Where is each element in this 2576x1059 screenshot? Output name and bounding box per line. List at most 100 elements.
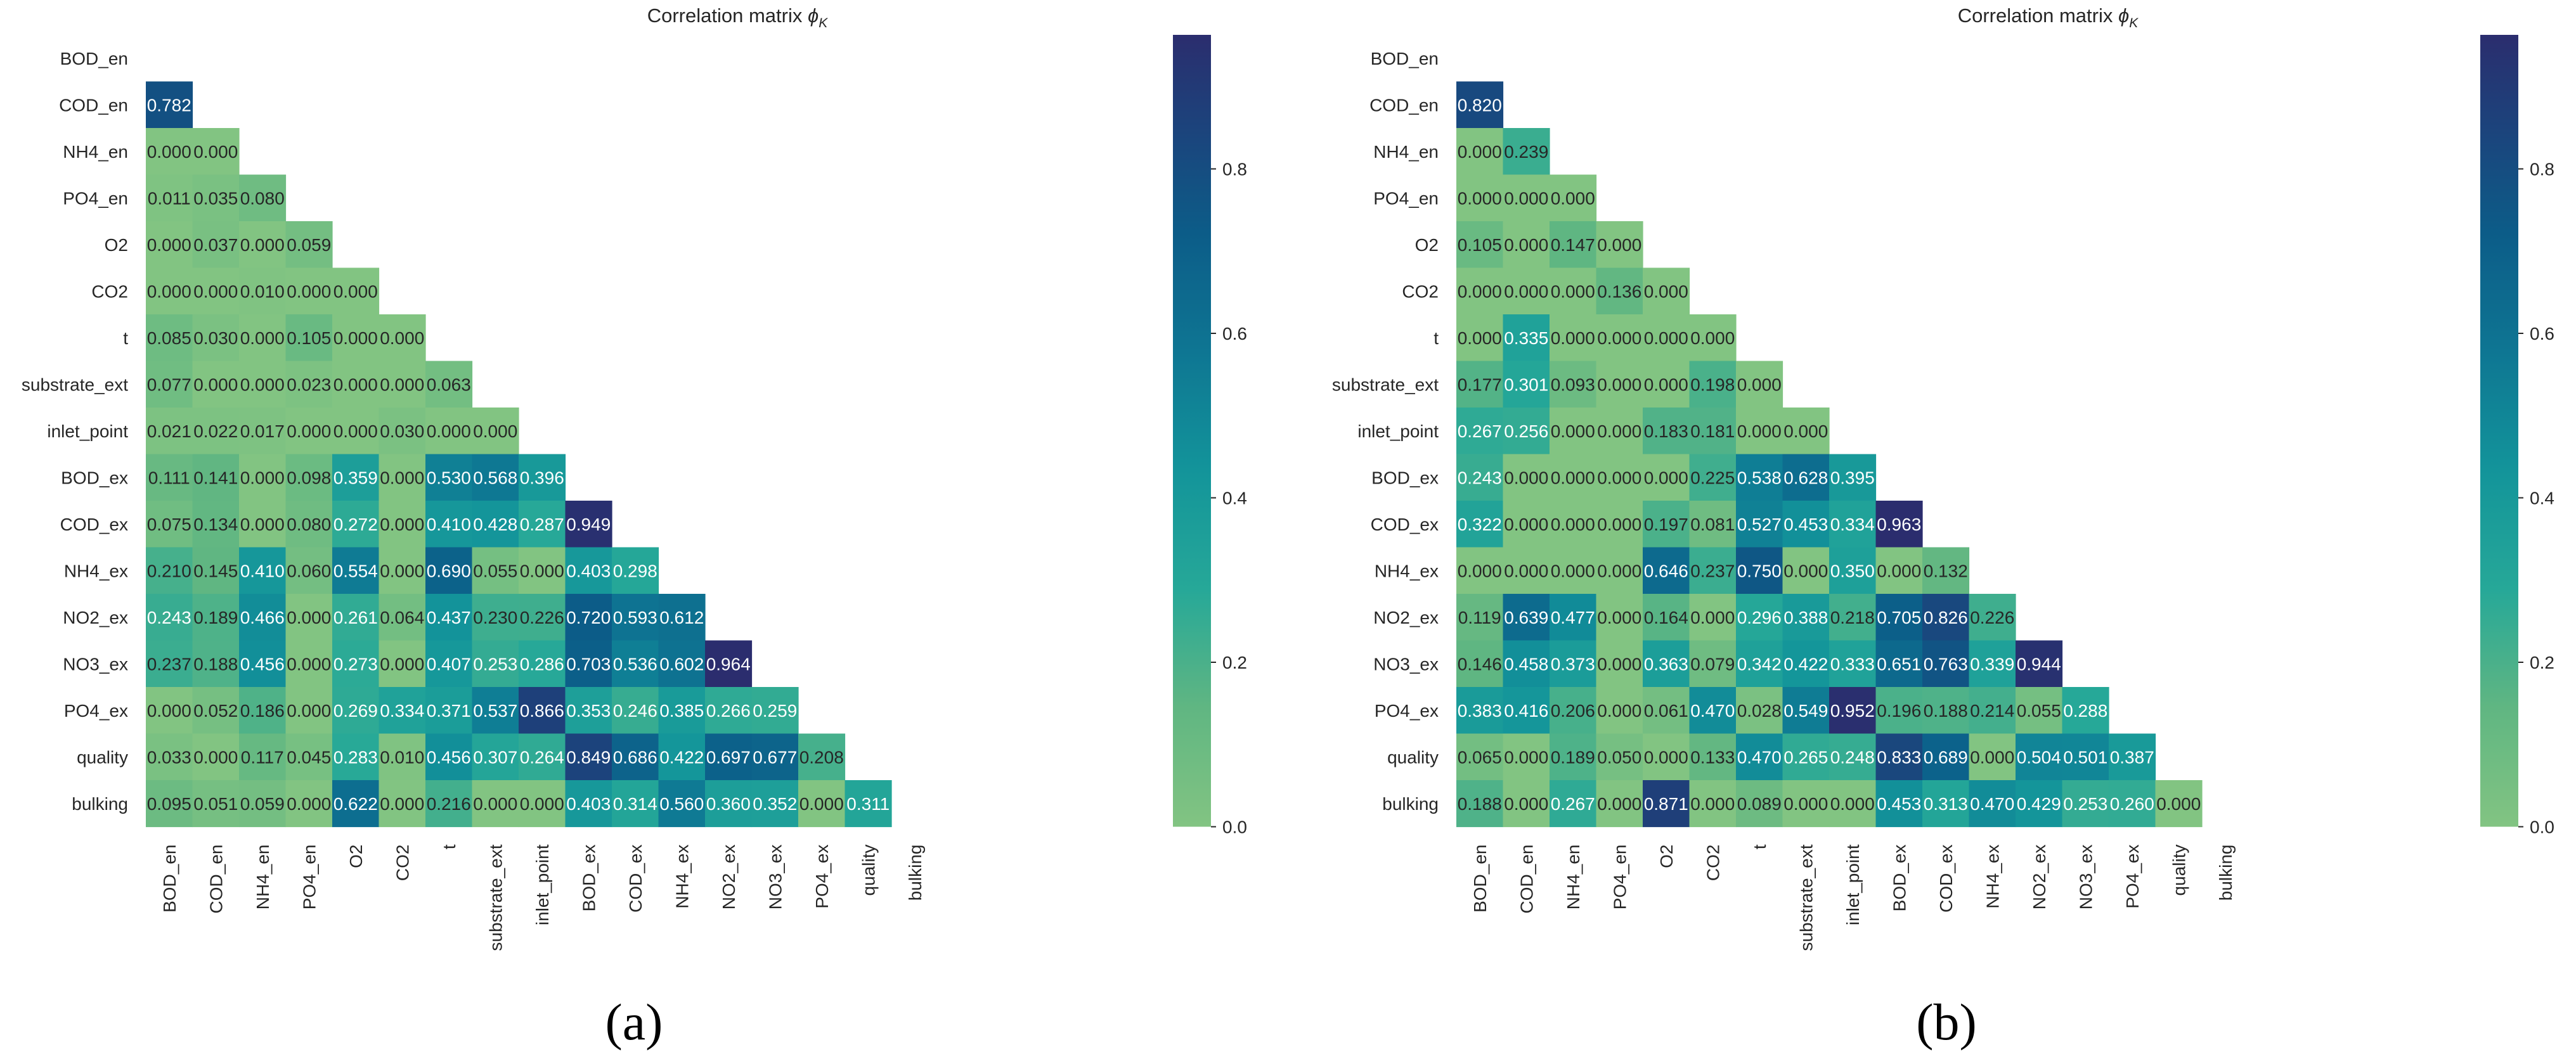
colorbar-tick-label: 0.8: [2530, 159, 2554, 179]
heatmap-cell: [1596, 780, 1643, 828]
cell-value-label: 0.388: [1783, 608, 1828, 627]
heatmap-cell: [1643, 267, 1690, 315]
cell-value-label: 0.061: [1644, 701, 1688, 721]
cell-value-label: 0.000: [2156, 794, 2201, 814]
cell-value-label: 0.105: [1458, 235, 1502, 255]
heatmap-cell: [658, 594, 706, 641]
cell-value-label: 0.010: [240, 281, 285, 301]
heatmap-cell: [1596, 454, 1643, 501]
cell-value-label: 0.000: [1504, 235, 1548, 255]
heatmap-cell: [146, 780, 193, 828]
heatmap-cell: [1456, 314, 1504, 362]
y-tick-label: O2: [105, 235, 128, 255]
cell-value-label: 0.373: [1551, 654, 1595, 674]
cell-value-label: 0.052: [193, 701, 238, 721]
heatmap-cell: [1829, 687, 1877, 735]
heatmap-cell: [1689, 547, 1737, 594]
cell-value-label: 0.000: [1690, 328, 1735, 348]
cell-value-label: 0.703: [566, 654, 611, 674]
heatmap-cell: [332, 687, 380, 735]
heatmap-cell: [332, 408, 380, 455]
cell-value-label: 0.000: [1597, 468, 1641, 487]
y-tick-label: PO4_en: [63, 188, 128, 208]
heatmap-cell: [1782, 780, 1830, 828]
cell-value-label: 0.000: [147, 142, 191, 162]
cell-value-label: 0.134: [193, 515, 238, 534]
cell-value-label: 0.000: [380, 794, 424, 814]
heatmap-cell: [192, 174, 240, 222]
cell-value-label: 0.000: [1504, 281, 1548, 301]
heatmap-cell: [1596, 361, 1643, 408]
heatmap-cell: [1596, 267, 1643, 315]
cell-value-label: 0.560: [659, 794, 704, 814]
heatmap-cell: [1922, 547, 1970, 594]
heatmap-cell: [146, 408, 193, 455]
heatmap-cell: [565, 547, 612, 594]
y-tick-label: NH4_en: [1373, 142, 1439, 162]
heatmap-cell: [519, 547, 566, 594]
cell-value-label: 0.622: [333, 794, 378, 814]
heatmap-cell: [1503, 687, 1550, 735]
cell-value-label: 0.198: [1690, 375, 1735, 394]
heatmap-cell: [1736, 408, 1783, 455]
y-tick-label: BOD_en: [60, 49, 128, 68]
x-tick-label: NO2_ex: [719, 845, 739, 910]
heatmap-cell: [1969, 640, 2016, 688]
colorbar-tick-label: 0.6: [1222, 324, 1247, 343]
heatmap-cell: [285, 780, 333, 828]
x-tick-label: substrate_ext: [486, 844, 505, 951]
heatmap-cell: [519, 594, 566, 641]
cell-value-label: 0.000: [1504, 188, 1548, 208]
heatmap-cell: [1782, 594, 1830, 641]
heatmap-cell: [379, 687, 426, 735]
heatmap-cell: [146, 314, 193, 362]
cell-value-label: 0.395: [1830, 468, 1875, 487]
heatmap-cell: [519, 780, 566, 828]
heatmap-cell: [425, 733, 473, 781]
y-tick-label: COD_ex: [1371, 515, 1439, 534]
cell-value-label: 0.000: [1458, 328, 1502, 348]
heatmap-cell: [565, 780, 612, 828]
cell-value-label: 0.000: [193, 142, 238, 162]
heatmap-cell: [1596, 733, 1643, 781]
heatmap-cell: [519, 501, 566, 548]
x-tick-label: COD_ex: [1936, 845, 1956, 913]
cell-value-label: 0.189: [1551, 747, 1595, 767]
cell-value-label: 0.248: [1830, 747, 1875, 767]
cell-value-label: 0.000: [147, 281, 191, 301]
cell-value-label: 0.470: [1737, 747, 1782, 767]
heatmap-cell: [146, 640, 193, 688]
colorbar-tick-label: 0.2: [1222, 653, 1247, 672]
heatmap-cell: [1969, 687, 2016, 735]
cell-value-label: 0.095: [147, 794, 191, 814]
heatmap-cell: [192, 733, 240, 781]
heatmap-cell: [1456, 174, 1504, 222]
cell-value-label: 0.272: [333, 515, 378, 534]
heatmap-cell: [1456, 687, 1504, 735]
cell-value-label: 0.188: [1924, 701, 1968, 721]
cell-value-label: 0.339: [1970, 654, 2014, 674]
heatmap-cell: [705, 733, 753, 781]
x-tick-label: PO4_ex: [2123, 845, 2142, 909]
cell-value-label: 0.537: [473, 701, 517, 721]
cell-value-label: 0.639: [1504, 608, 1548, 627]
cell-value-label: 0.422: [659, 747, 704, 767]
panel-label: (b): [1916, 993, 1977, 1051]
x-tick-label: quality: [858, 845, 878, 896]
heatmap-cell: [192, 640, 240, 688]
cell-value-label: 0.000: [1597, 515, 1641, 534]
heatmap-cell: [1456, 501, 1504, 548]
heatmap-cell: [472, 501, 519, 548]
cell-value-label: 0.453: [1783, 515, 1828, 534]
cell-value-label: 0.000: [1783, 421, 1828, 441]
cell-value-label: 0.050: [1597, 747, 1641, 767]
cell-value-label: 0.000: [1783, 561, 1828, 581]
cell-value-label: 0.538: [1737, 468, 1782, 487]
heatmap-cell: [798, 733, 846, 781]
cell-value-label: 0.055: [2017, 701, 2061, 721]
heatmap-cell: [425, 408, 473, 455]
cell-value-label: 0.826: [1924, 608, 1968, 627]
cell-value-label: 0.266: [706, 701, 751, 721]
cell-value-label: 0.077: [147, 375, 191, 394]
